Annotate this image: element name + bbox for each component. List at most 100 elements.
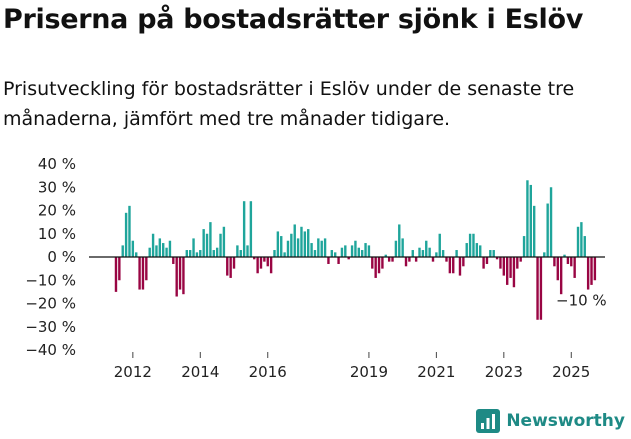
- bar: [340, 247, 344, 257]
- bar: [536, 257, 539, 320]
- y-tick-label: 0 %: [47, 248, 76, 266]
- bar: [479, 245, 482, 258]
- x-tick-label: 2025: [552, 363, 590, 381]
- bar: [445, 257, 448, 262]
- bar: [462, 257, 465, 267]
- bar: [178, 257, 182, 290]
- bar: [522, 236, 526, 257]
- bar: [232, 257, 236, 269]
- bar: [408, 257, 411, 262]
- bar: [256, 257, 259, 274]
- bar: [226, 257, 229, 276]
- bar: [495, 257, 499, 260]
- bar: [580, 222, 583, 258]
- bar: [391, 257, 394, 262]
- bar: [300, 226, 303, 257]
- bar: [138, 257, 141, 290]
- bar: [468, 233, 472, 257]
- brand-name: Newsworthy: [506, 411, 625, 431]
- bar: [128, 205, 131, 257]
- bar: [394, 240, 398, 257]
- bar: [556, 257, 559, 281]
- bar: [239, 250, 242, 257]
- x-tick-label: 2014: [181, 363, 219, 381]
- bar: [559, 257, 563, 295]
- bar: [364, 243, 367, 257]
- bar: [414, 257, 418, 262]
- bar: [148, 247, 151, 257]
- bar: [205, 233, 209, 257]
- bar: [381, 257, 384, 269]
- bar: [502, 257, 506, 276]
- bar: [317, 238, 320, 257]
- bar: [387, 257, 391, 262]
- last-value-annotation: −10 %: [556, 291, 607, 309]
- bar: [566, 257, 570, 264]
- bar: [303, 231, 307, 257]
- bar: [249, 201, 253, 257]
- y-tick-label: −10 %: [25, 271, 76, 289]
- bar: [246, 245, 249, 258]
- bar: [350, 245, 354, 258]
- chart-subtitle: Prisutveckling för bostadsrätter i Eslöv…: [3, 78, 575, 130]
- bar: [360, 250, 364, 257]
- x-axis-ticks: 2012 2014 2016 2019 2021 2023 2025: [114, 352, 590, 381]
- x-tick-label: 2016: [249, 363, 287, 381]
- bar: [121, 245, 124, 258]
- bar: [320, 240, 323, 257]
- bar: [175, 257, 178, 297]
- bar: [118, 257, 121, 281]
- bar: [586, 257, 590, 290]
- y-tick-label: 10 %: [38, 225, 76, 243]
- bar: [529, 184, 532, 257]
- bar: [404, 257, 408, 267]
- bar: [185, 250, 188, 257]
- bar: [401, 238, 404, 257]
- bar: [199, 250, 202, 257]
- bar: [452, 257, 455, 274]
- y-axis-ticks: 40 % 30 % 20 % 10 % 0 % −10 % −20 % −30 % −40 %: [25, 155, 76, 359]
- bar: [374, 257, 377, 278]
- x-tick-label: 2019: [350, 363, 388, 381]
- bar: [492, 250, 495, 257]
- bar: [583, 236, 586, 257]
- y-tick-label: −20 %: [25, 295, 76, 313]
- bar: [263, 257, 266, 262]
- bar: [506, 257, 509, 285]
- bar: [188, 250, 192, 257]
- bar: [371, 257, 374, 269]
- bar: [313, 250, 317, 257]
- bar: [307, 229, 310, 257]
- bar: [131, 240, 135, 257]
- bar: [489, 250, 492, 257]
- bar: [296, 238, 300, 257]
- bar: [573, 257, 576, 278]
- bar: [290, 233, 293, 257]
- bar: [168, 240, 172, 257]
- bar: [526, 180, 529, 257]
- bar: [334, 252, 337, 257]
- bar: [563, 254, 566, 257]
- bar: [286, 240, 290, 257]
- bar: [280, 236, 283, 257]
- bar: [485, 257, 489, 264]
- newsworthy-logo-icon: [476, 409, 501, 433]
- bar: [435, 252, 438, 257]
- y-tick-label: 30 %: [38, 178, 76, 196]
- bar: [543, 252, 546, 257]
- bar: [590, 257, 593, 285]
- bar: [337, 257, 340, 264]
- bar: [458, 257, 462, 276]
- x-tick-label: 2021: [417, 363, 455, 381]
- bar: [441, 250, 445, 257]
- bar: [367, 245, 371, 258]
- bar: [576, 226, 580, 257]
- bar: [448, 257, 452, 274]
- bar: [499, 257, 502, 269]
- bar: [532, 205, 536, 257]
- bar: [509, 257, 512, 278]
- y-tick-label: 20 %: [38, 202, 76, 220]
- bar: [323, 238, 327, 257]
- bar: [212, 250, 215, 257]
- bar: [546, 203, 549, 257]
